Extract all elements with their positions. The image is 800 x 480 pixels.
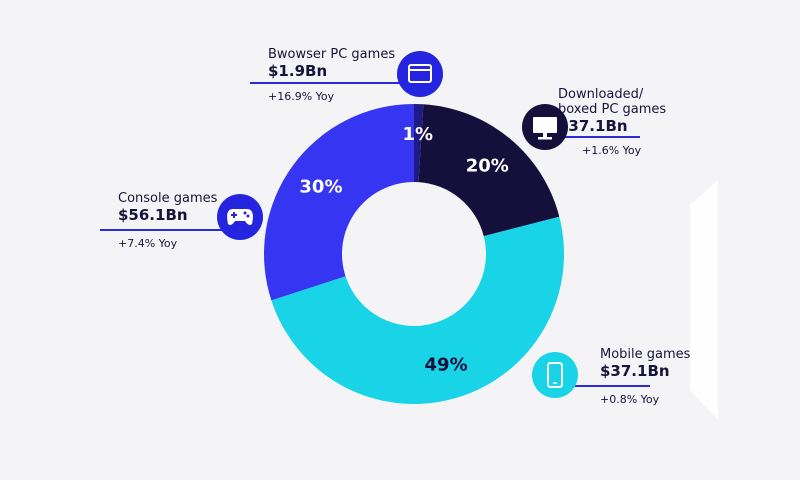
annotation-console-games: Console games$56.1Bn +7.4% Yoy [100,191,263,250]
annotation-yoy: +0.8% Yoy [600,393,660,406]
slice-label-mobile-games: 49% [425,354,468,375]
annotation-yoy: +1.6% Yoy [582,144,642,157]
annotation-bwowser-pc-games: Bwowser PC games$1.9Bn +16.9% Yoy [250,47,443,103]
annotation-yoy: +7.4% Yoy [118,237,178,250]
annotation-name: Downloaded/ [558,87,644,102]
annotation-yoy: +16.9% Yoy [268,90,335,103]
slice-label-bwowser-pc-games: 1% [402,124,433,145]
background-decoration [690,180,718,420]
annotation-downloaded-boxed-pc-games: Downloaded/boxed PC games$37.1Bn +1.6% Yo… [522,87,666,157]
slice-bwowser-pc-games [414,104,424,183]
gamepad-icon [217,194,263,240]
slice-label-downloaded-boxed-pc-games: 20% [466,155,509,176]
annotation-mobile-games: Mobile games$37.1Bn +0.8% Yoy [532,347,691,406]
smartphone-icon [532,352,578,398]
annotation-value: $56.1Bn [118,206,188,224]
monitor-icon [522,104,568,150]
annotation-value: $37.1Bn [558,117,628,135]
slice-label-console-games: 30% [299,176,342,197]
annotation-value: $37.1Bn [600,362,670,380]
annotation-name: boxed PC games [558,102,666,117]
browser-window-icon [397,51,443,97]
annotation-name: Mobile games [600,347,691,362]
slice-console-games [264,104,414,301]
annotation-name: Bwowser PC games [268,47,395,62]
slice-mobile-games [271,216,565,405]
annotation-name: Console games [118,191,218,206]
annotation-value: $1.9Bn [268,62,327,80]
slice-downloaded-boxed-pc-games [418,104,560,237]
